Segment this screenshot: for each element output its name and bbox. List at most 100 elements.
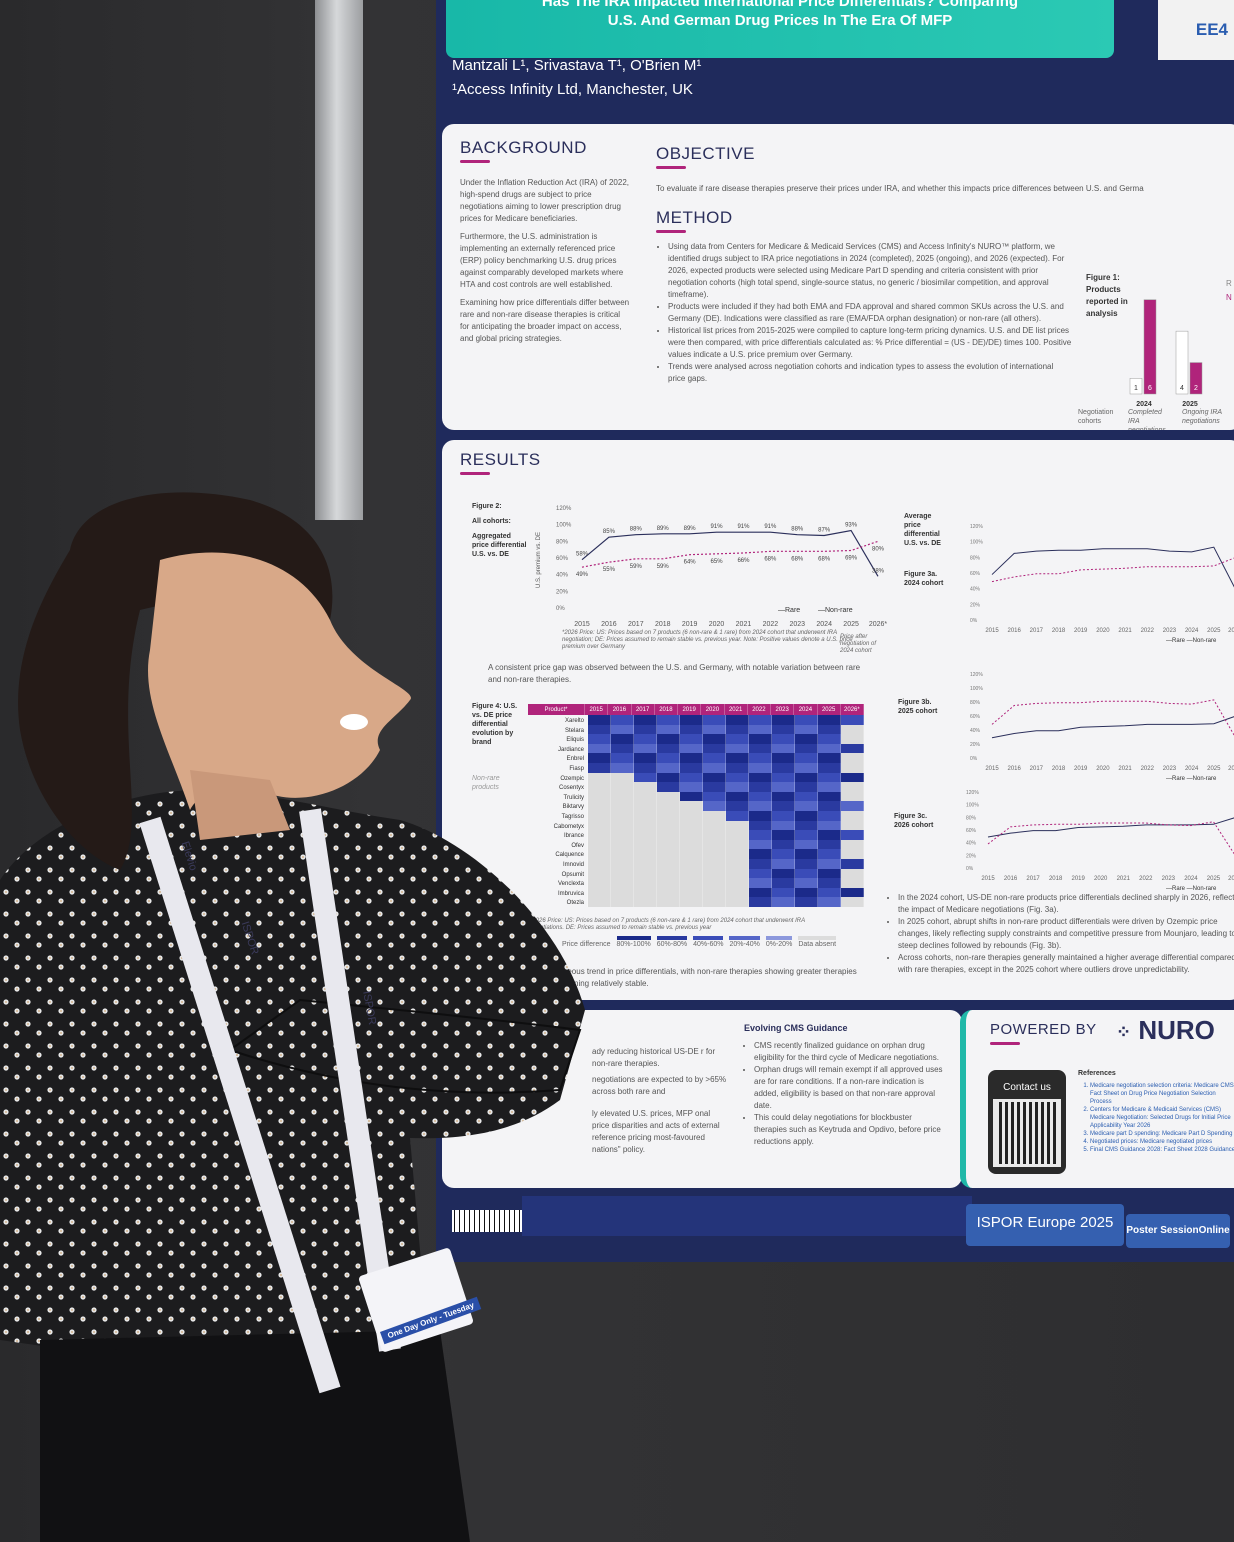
heatmap-product-label: Opsumit xyxy=(528,868,588,879)
heatmap-product-label: Ozempic xyxy=(528,772,588,783)
heatmap-cell xyxy=(611,753,634,763)
heatmap-product-label: Calquence xyxy=(528,849,588,859)
barcode-icon xyxy=(452,1210,522,1232)
heatmap-cell xyxy=(795,897,818,907)
fig3-rare-line xyxy=(991,716,1234,739)
fig2-nonrare-label: 59% xyxy=(657,564,670,570)
fig3-x-tick: 2019 xyxy=(1074,766,1088,772)
heatmap-row: Trulicity xyxy=(528,791,864,802)
heatmap-cell xyxy=(611,839,634,850)
heatmap-cell xyxy=(703,762,726,773)
heatmap-cell xyxy=(818,878,841,888)
heatmap-cell xyxy=(611,734,634,744)
heatmap-cell xyxy=(611,858,634,869)
fig2-legend-nonrare: —Non-rare xyxy=(818,607,853,614)
background-heading: BACKGROUND xyxy=(460,139,630,163)
cms-bullet-2: Orphan drugs will remain exempt if all a… xyxy=(754,1064,944,1112)
fig3-x-tick: 2021 xyxy=(1117,876,1131,882)
heat-legend-item: Data absent xyxy=(798,936,837,949)
heatmap-cell xyxy=(818,791,841,802)
fig2-rare-label: 38% xyxy=(872,568,885,574)
heatmap-cell xyxy=(772,801,795,811)
heatmap-cell xyxy=(703,878,726,888)
fig2-rare-label: 91% xyxy=(711,524,724,530)
fig2-rare-label: 93% xyxy=(845,523,858,529)
ref-5[interactable]: Final CMS Guidance 2028: Fact Sheet 2028… xyxy=(1090,1146,1234,1154)
heatmap-product-label: Biktarvy xyxy=(528,801,588,811)
heatmap-cell xyxy=(657,734,680,744)
heat-legend-item: 60%-80% xyxy=(656,936,688,949)
fig3-x-tick: 2026* xyxy=(1228,766,1234,772)
ref-3[interactable]: Medicare part D spending: Medicare Part … xyxy=(1090,1130,1234,1138)
heatmap-cell xyxy=(795,849,818,859)
heatmap-cell xyxy=(588,753,611,763)
heatmap-cell xyxy=(841,801,864,811)
heatmap-cell xyxy=(749,878,772,888)
heatmap-cell xyxy=(657,762,680,773)
contact-card[interactable]: Contact us xyxy=(988,1070,1066,1174)
objective-section: OBJECTIVE To evaluate if rare disease th… xyxy=(656,145,1234,195)
heatmap-cell xyxy=(634,830,657,840)
heatmap-header-year: 2017 xyxy=(631,704,655,715)
figure1-legend-rare: R xyxy=(1226,279,1232,288)
heatmap-cell xyxy=(772,820,795,831)
heatmap-cell xyxy=(611,897,634,907)
fig2-nonrare-label: 59% xyxy=(630,564,643,570)
fig2-rare-label: 87% xyxy=(818,528,831,534)
heatmap-header-year: 2025 xyxy=(817,704,841,715)
heatmap-cell xyxy=(795,762,818,773)
heatmap-cell xyxy=(657,839,680,850)
ref-4[interactable]: Negotiated prices: Medicare negotiated p… xyxy=(1090,1138,1234,1146)
heatmap-cell xyxy=(703,820,726,831)
heatmap-cell xyxy=(772,878,795,888)
fig2-nonrare-line xyxy=(581,540,879,568)
heatmap-cell xyxy=(680,801,703,811)
cms-bullet-3: This could delay negotiations for blockb… xyxy=(754,1112,944,1148)
heatmap-cell xyxy=(749,897,772,907)
fig2-ytick: 40% xyxy=(556,573,569,579)
heatmap-cell xyxy=(772,791,795,802)
heatmap-cell xyxy=(588,734,611,744)
fig2-x-tick: 2025 xyxy=(843,621,859,628)
qr-code-icon[interactable] xyxy=(993,1099,1061,1167)
objective-text: To evaluate if rare disease therapies pr… xyxy=(656,184,1144,193)
fig3-x-tick: 2020 xyxy=(1094,876,1108,882)
fig2-title: Figure 2: xyxy=(472,503,502,510)
fig3-legend: —Rare —Non-rare xyxy=(1166,886,1217,892)
heatmap-cell xyxy=(588,858,611,869)
fig3-avg: Average price differential U.S. vs. DE xyxy=(904,513,941,547)
heatmap-cell xyxy=(680,849,703,859)
heatmap-header-year: 2020 xyxy=(701,704,725,715)
heatmap-cell xyxy=(772,897,795,907)
ref-2[interactable]: Centers for Medicare & Medicaid Services… xyxy=(1090,1106,1234,1130)
heatmap-row: Cosentyx xyxy=(528,782,864,792)
fig3-x-tick: 2026* xyxy=(1228,876,1234,882)
heatmap-cell xyxy=(749,849,772,859)
heatmap-cell xyxy=(795,810,818,821)
heatmap-cell xyxy=(588,772,611,783)
heatmap-cell xyxy=(634,868,657,879)
heatmap-cell xyxy=(818,724,841,735)
fig3-ytick: 60% xyxy=(966,828,977,834)
heatmap-cell xyxy=(818,715,841,725)
heatmap-cell xyxy=(818,772,841,783)
heatmap-cell xyxy=(726,724,749,735)
heatmap-cell xyxy=(703,810,726,821)
heatmap-row: Ozempic xyxy=(528,772,864,783)
heatmap-cell xyxy=(703,743,726,754)
authors: Mantzali L¹, Srivastava T¹, O'Brien M¹ xyxy=(452,57,702,74)
arms xyxy=(227,998,582,1094)
ref-1[interactable]: Medicare negotiation selection criteria:… xyxy=(1090,1082,1234,1106)
heatmap-cell xyxy=(703,782,726,792)
heatmap-cell xyxy=(703,887,726,898)
heatmap-cell xyxy=(611,849,634,859)
fig2-x-tick: 2017 xyxy=(628,621,644,628)
heatmap-cell xyxy=(703,849,726,859)
heatmap-cell xyxy=(841,830,864,840)
heatmap-cell xyxy=(772,762,795,773)
heatmap-row: Venclexta xyxy=(528,878,864,888)
heatmap-header-product: Product* xyxy=(528,704,585,715)
heatmap-cell xyxy=(611,801,634,811)
fig2-rare-label: 91% xyxy=(764,524,777,530)
background-p3: Examining how price differentials differ… xyxy=(460,298,630,343)
